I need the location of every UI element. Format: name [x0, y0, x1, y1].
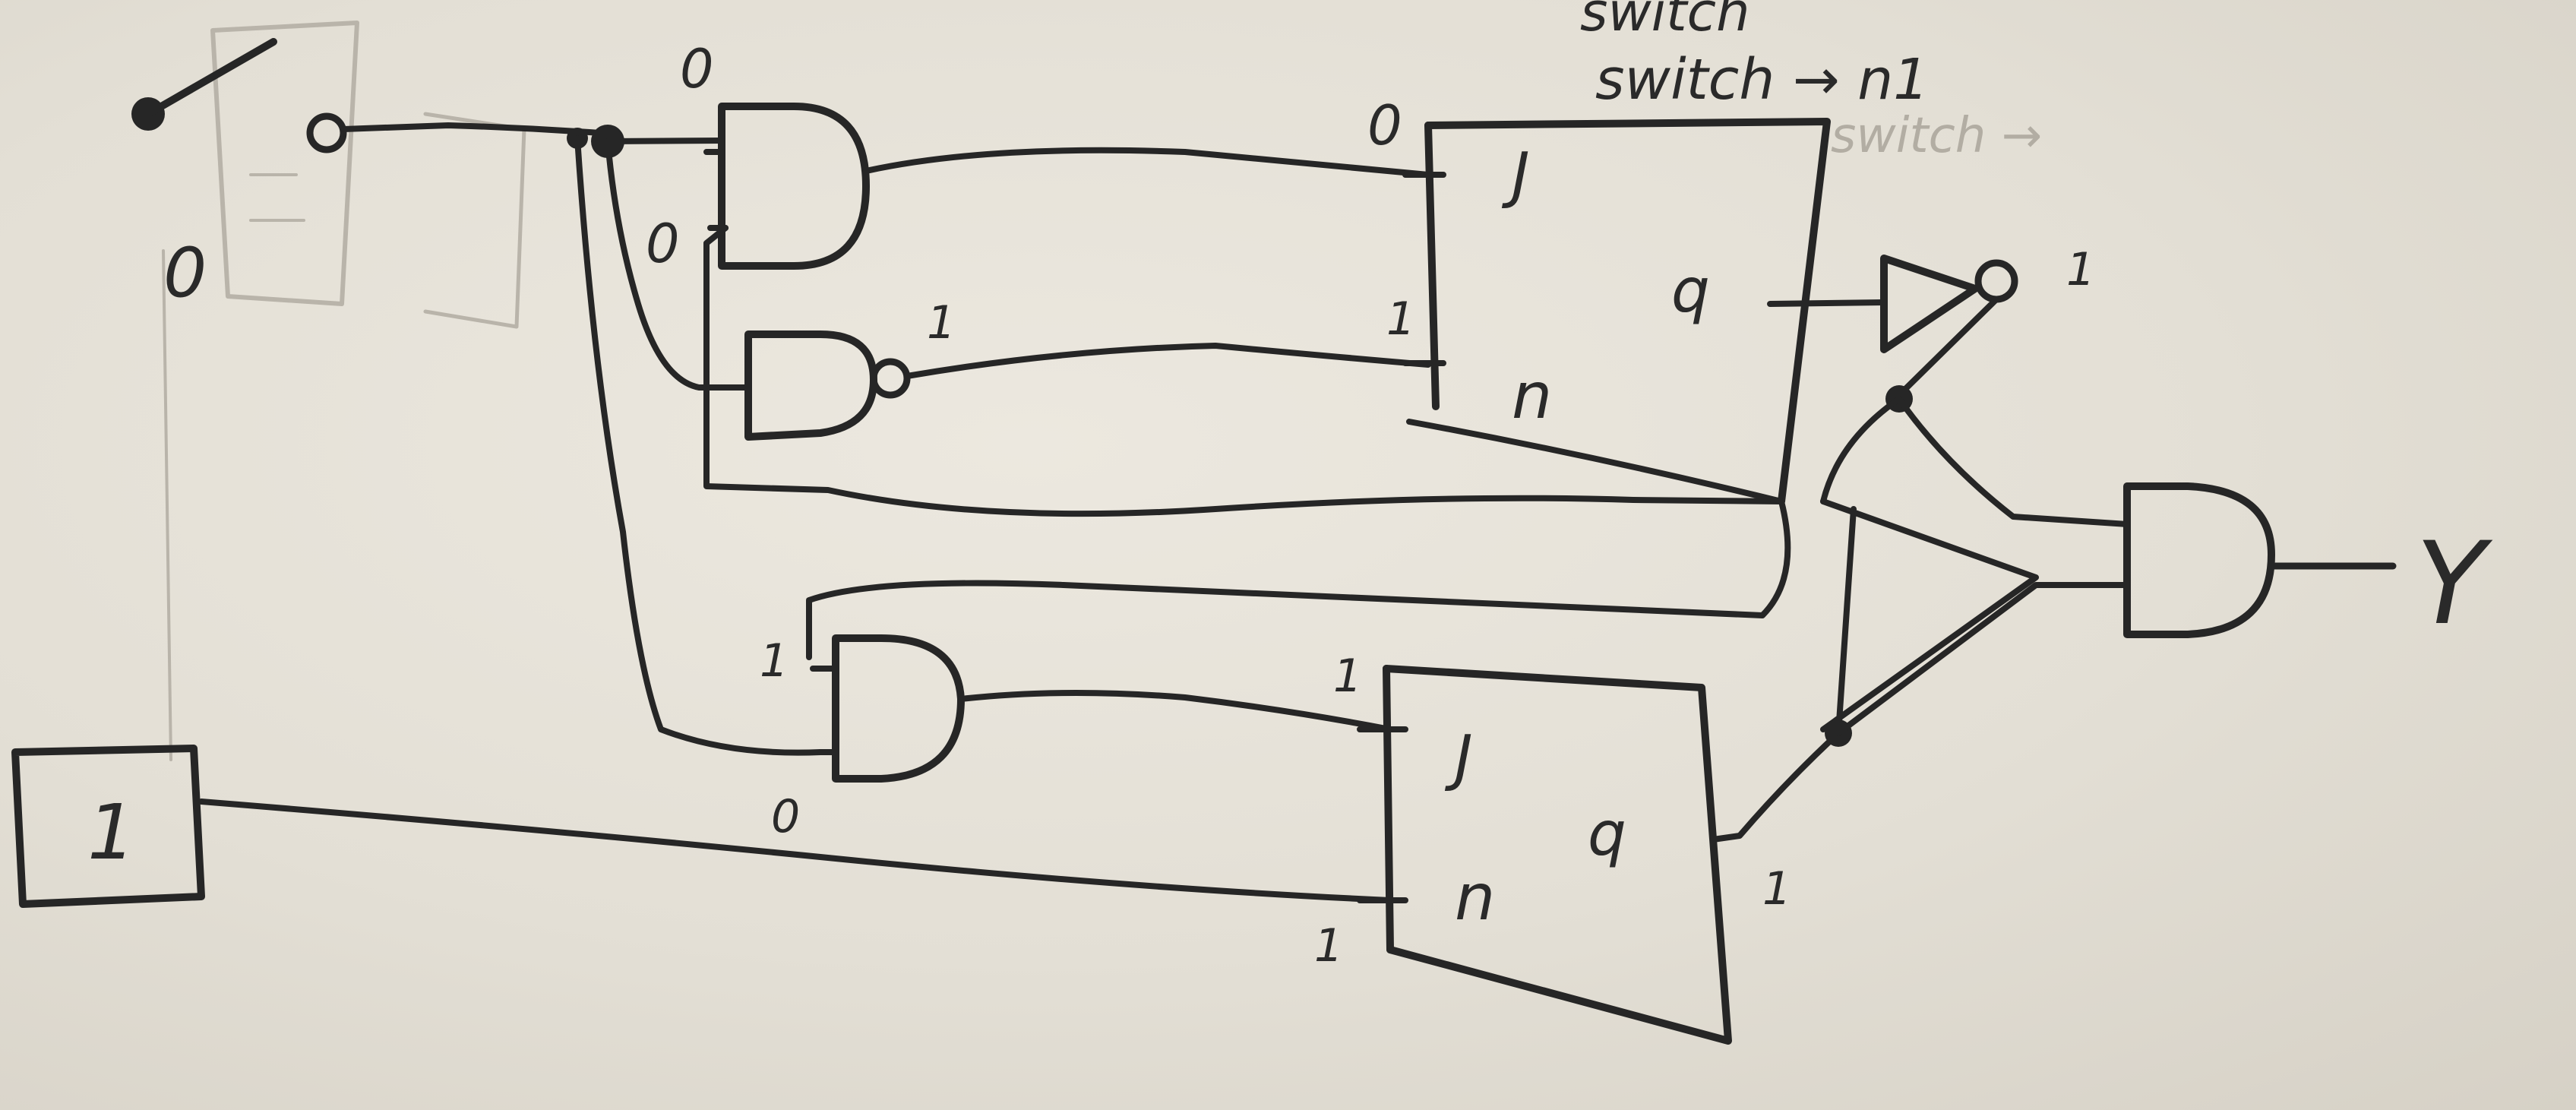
wire-and-top-to-j [863, 147, 1431, 178]
constant-input-label: 1 [87, 788, 136, 877]
note-switch: switch [1580, 0, 1749, 43]
constant-box-outline [11, 745, 205, 908]
nand-output-level: 1 [927, 296, 956, 349]
wire-q-bottom-to-and-y [1835, 582, 2130, 736]
and-gate-bottom-inputs [810, 666, 835, 755]
flipflop-top-q-label: q [1671, 255, 1710, 326]
flipflop-bottom-q-label: q [1588, 799, 1626, 869]
flipflop-bottom-k-label: n [1455, 860, 1495, 934]
flipflop-bottom-k-level: 1 [1314, 919, 1343, 972]
flipflop-bottom-left-edge [1383, 665, 1394, 953]
nand-gate [744, 330, 911, 441]
not-output-level: 1 [2066, 243, 2095, 296]
flipflop-bottom [1357, 665, 1732, 1045]
flipflop-bottom-j-label: J [1444, 723, 1473, 793]
flipflop-top-k-label: n [1512, 359, 1552, 433]
wire-to-and-bottom [574, 135, 823, 756]
constant-input-box[interactable] [11, 745, 205, 908]
input-switch[interactable] [131, 38, 347, 153]
and-gate-bottom-body [832, 634, 965, 783]
flipflop-top-k-level: 1 [1386, 293, 1415, 346]
not-gate-body [1880, 255, 1979, 353]
and-bottom-input-a-level: 1 [760, 634, 789, 688]
and-gate-output [2123, 482, 2275, 638]
flipflop-top-pins [1402, 172, 1446, 366]
switch-lever [144, 38, 277, 118]
wire-nand-to-k [904, 343, 1431, 379]
wire-and-bottom-to-j [958, 689, 1393, 732]
wire-to-nand [605, 138, 751, 391]
and-gate-bottom [810, 634, 965, 783]
and-gate-output-body [2123, 482, 2275, 638]
note-switch-to-n1: switch → n1 [1595, 47, 1929, 112]
wire-not-to-and-y [1896, 396, 2130, 527]
wire-q-top-to-not [1767, 299, 1887, 307]
flipflop-top [1402, 118, 1831, 505]
switch-contact [306, 112, 347, 153]
flipflop-bottom-j-level: 1 [1333, 650, 1362, 703]
erased-note: switch → [1831, 108, 2042, 164]
nand-gate-body [744, 330, 877, 441]
wire-feedback [703, 225, 1784, 517]
and-gate-top-body [718, 103, 870, 270]
flipflop-bottom-body [1383, 665, 1732, 1045]
nand-bubble [870, 358, 911, 399]
flipflop-top-body [1424, 118, 1831, 505]
and-top-input-b-level: 0 [646, 213, 680, 275]
wire-q-bottom-up [1835, 506, 1857, 736]
flipflop-bottom-q-level: 1 [1762, 862, 1791, 916]
wire-not-out [1896, 296, 1999, 398]
and-gate-top [703, 103, 870, 270]
flipflop-bottom-pins [1357, 726, 1408, 903]
not-bubble [1974, 259, 2018, 303]
flipflop-top-j-label: J [1501, 140, 1530, 210]
flipflop-top-bottom-edge [1406, 419, 1784, 504]
wire-q-feedback-to-and-bottom [806, 498, 1791, 660]
wire-switch-out [340, 122, 603, 136]
wire-triangle [1820, 498, 2039, 732]
flipflop-top-j-level: 0 [1367, 93, 1402, 157]
wire-constant-to-k [198, 799, 1393, 903]
erased-sketch [162, 21, 526, 761]
wire-q-bottom-out [1710, 730, 1841, 843]
wire-not-down [1820, 396, 1902, 504]
output-y-label: Y [2416, 518, 2493, 650]
switch-level-label: 0 [163, 233, 207, 313]
and-bottom-input-b-level: 0 [771, 790, 800, 843]
and-top-input-a-level: 0 [680, 38, 714, 100]
